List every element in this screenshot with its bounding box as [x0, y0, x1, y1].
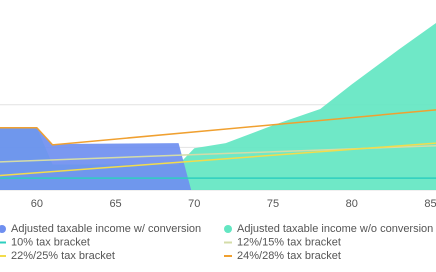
- x-tick-label: 70: [188, 198, 200, 210]
- x-tick-label: 80: [346, 198, 358, 210]
- legend-item: 10% tax bracket: [0, 236, 90, 248]
- legend-item: 22%/25% tax bracket: [0, 250, 115, 262]
- legend-item: 24%/28% tax bracket: [224, 250, 341, 262]
- legend-item: Adjusted taxable income w/ conversion: [0, 223, 201, 235]
- x-tick-label: 65: [109, 198, 121, 210]
- legend-label: 24%/28% tax bracket: [237, 250, 341, 262]
- legend-label: Adjusted taxable income w/ conversion: [11, 223, 201, 235]
- line: [0, 142, 436, 177]
- legend-marker: [0, 225, 6, 233]
- legend-item: Adjusted taxable income w/o conversion: [224, 223, 433, 235]
- area: [0, 23, 436, 190]
- legend-label: 12%/15% tax bracket: [237, 236, 341, 248]
- legend-marker: [224, 225, 232, 233]
- legend-label: 10% tax bracket: [11, 236, 90, 248]
- x-tick-label: 75: [267, 198, 279, 210]
- x-tick-label: 85: [424, 198, 436, 210]
- legend-label: Adjusted taxable income w/o conversion: [237, 223, 433, 235]
- x-tick-label: 60: [31, 198, 43, 210]
- line: [0, 109, 436, 146]
- legend-label: 22%/25% tax bracket: [11, 250, 115, 262]
- legend-item: 12%/15% tax bracket: [224, 236, 341, 248]
